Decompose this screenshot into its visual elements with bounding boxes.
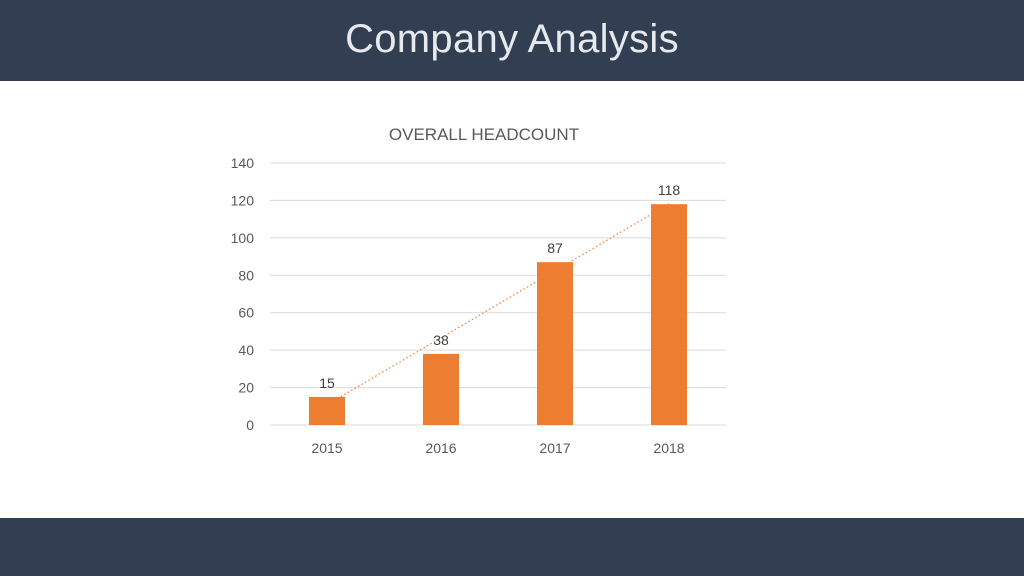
bars bbox=[309, 204, 687, 425]
gridlines bbox=[270, 162, 726, 426]
y-tick-label: 80 bbox=[238, 267, 254, 283]
bar bbox=[537, 262, 573, 425]
x-tick-label: 2017 bbox=[539, 440, 570, 456]
bar bbox=[309, 396, 345, 425]
slide-footer bbox=[0, 518, 1024, 576]
data-label: 118 bbox=[658, 182, 681, 198]
slide-title: Company Analysis bbox=[345, 17, 679, 61]
y-tick-label: 140 bbox=[231, 155, 255, 171]
trendline-line bbox=[326, 203, 670, 406]
x-tick-label: 2016 bbox=[425, 440, 456, 456]
y-tick-label: 20 bbox=[238, 380, 254, 396]
bar bbox=[651, 204, 687, 425]
slide-header: Company Analysis bbox=[0, 0, 1024, 81]
y-tick-label: 60 bbox=[238, 305, 254, 321]
y-tick-label: 40 bbox=[238, 342, 254, 358]
data-label: 38 bbox=[433, 332, 449, 348]
x-axis-ticks: 2015 2016 2017 2018 bbox=[311, 440, 684, 456]
bar bbox=[423, 353, 459, 425]
data-labels: 15 38 87 118 bbox=[319, 182, 680, 391]
y-tick-label: 0 bbox=[246, 417, 254, 433]
y-tick-label: 100 bbox=[231, 230, 255, 246]
trendline bbox=[326, 203, 670, 406]
data-label: 87 bbox=[547, 240, 563, 256]
x-tick-label: 2015 bbox=[311, 440, 342, 456]
y-tick-label: 120 bbox=[231, 192, 255, 208]
y-axis-ticks: 0 20 40 60 80 100 120 140 bbox=[231, 155, 255, 433]
x-tick-label: 2018 bbox=[653, 440, 684, 456]
chart-title: OVERALL HEADCOUNT bbox=[389, 125, 579, 144]
data-label: 15 bbox=[319, 375, 335, 391]
